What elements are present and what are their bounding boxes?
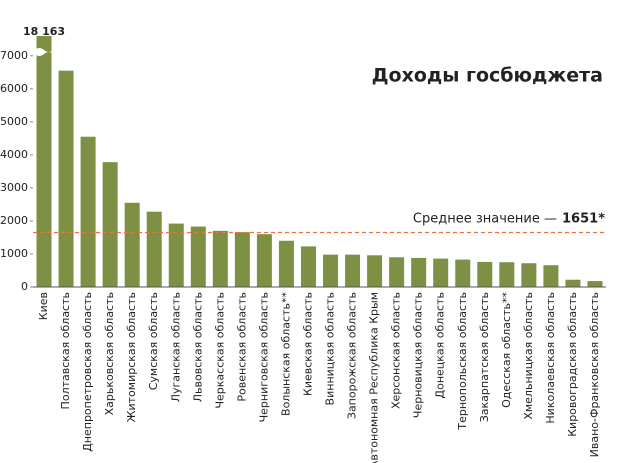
bar bbox=[168, 223, 184, 287]
bar bbox=[36, 36, 52, 287]
x-tick-label: Донецкая область bbox=[434, 292, 447, 399]
y-tick-label: 6000 bbox=[0, 82, 28, 95]
x-tick-label: Хмельницкая область bbox=[522, 292, 535, 420]
x-tick-label: Луганская область bbox=[169, 292, 182, 402]
bar bbox=[455, 259, 471, 287]
x-tick-label: Днепропетровская область bbox=[81, 292, 94, 452]
bar bbox=[234, 232, 250, 287]
x-tick-label: Киев bbox=[37, 292, 50, 320]
x-tick-label: Житомирская область bbox=[125, 292, 138, 422]
average-label: Среднее значение — 1651* bbox=[413, 211, 605, 226]
y-tick-label: 2000 bbox=[0, 214, 28, 227]
x-tick-label: Николаевская область bbox=[544, 292, 557, 424]
x-tick-label: Винницкая область bbox=[324, 292, 337, 405]
bar bbox=[278, 240, 294, 287]
bar bbox=[102, 162, 118, 287]
bar bbox=[58, 70, 74, 287]
value-label: 18 163 bbox=[23, 25, 65, 38]
x-tick-label: Черниговская область bbox=[257, 292, 270, 422]
axis-break bbox=[35, 48, 54, 56]
average-text: Среднее значение — bbox=[413, 211, 557, 226]
bar bbox=[146, 211, 162, 287]
x-tick-label: Черновицкая область bbox=[412, 292, 425, 418]
x-tick-label: Киевская область bbox=[301, 292, 314, 396]
x-tick-label: Одесская область** bbox=[500, 292, 513, 408]
x-tick-label: Запорожская область bbox=[346, 292, 359, 419]
bar bbox=[300, 246, 316, 287]
bar bbox=[256, 234, 272, 287]
bar bbox=[411, 257, 427, 287]
y-tick-label: 7000 bbox=[0, 49, 28, 62]
bar bbox=[543, 265, 559, 287]
bar bbox=[499, 262, 515, 287]
bar bbox=[323, 254, 339, 287]
x-tick-label: Херсонская область bbox=[390, 292, 403, 409]
x-tick-label: Львовская область bbox=[191, 292, 204, 402]
y-tick-label: 5000 bbox=[0, 115, 28, 128]
x-tick-label: Ивано-Франковская область bbox=[588, 292, 601, 457]
x-tick-label: Сумская область bbox=[147, 292, 160, 390]
bar bbox=[212, 230, 228, 287]
bar bbox=[521, 263, 537, 287]
x-tick-label: Автономная Республика Крым bbox=[368, 292, 381, 463]
x-tick-label: Ровенская область bbox=[235, 292, 248, 402]
x-tick-label: Черкасская область bbox=[213, 292, 226, 409]
bar bbox=[80, 136, 96, 287]
x-tick-label: Харьковская область bbox=[103, 292, 116, 415]
bar bbox=[367, 255, 383, 287]
y-tick-label: 0 bbox=[21, 280, 28, 293]
bar bbox=[345, 254, 361, 287]
bar bbox=[433, 258, 449, 287]
bar bbox=[565, 279, 581, 287]
x-tick-label: Закарпатская область bbox=[478, 292, 491, 422]
y-tick-label: 3000 bbox=[0, 181, 28, 194]
bar bbox=[587, 281, 603, 287]
x-tick-label: Кировоградская область bbox=[566, 292, 579, 437]
x-tick-label: Полтавская область bbox=[59, 292, 72, 409]
chart-title: Доходы госбюджета bbox=[372, 65, 603, 87]
y-tick-label: 4000 bbox=[0, 148, 28, 161]
bar bbox=[124, 202, 140, 287]
bar bbox=[190, 226, 206, 287]
bar bbox=[389, 257, 405, 287]
average-value: 1651* bbox=[562, 211, 605, 226]
x-tick-label: Волынская область** bbox=[279, 292, 292, 416]
y-tick-label: 1000 bbox=[0, 247, 28, 260]
bar bbox=[477, 261, 493, 287]
x-tick-label: Тернопольская область bbox=[456, 292, 469, 431]
